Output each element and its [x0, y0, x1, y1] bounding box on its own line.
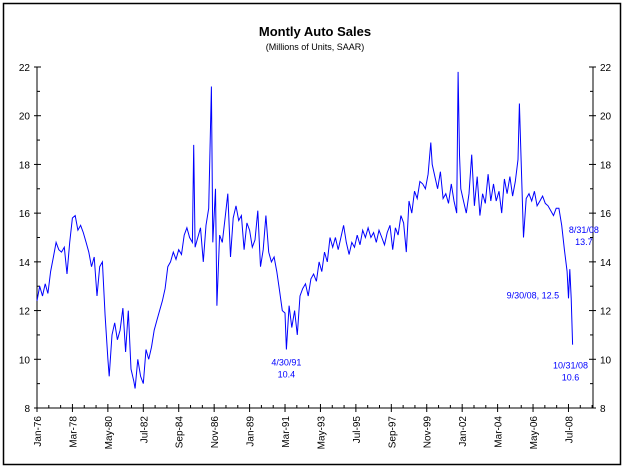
chart-subtitle: (Millions of Units, SAAR) [266, 42, 365, 52]
y-tick-label-left: 10 [19, 355, 31, 366]
data-annotation: 8/31/08 [569, 225, 599, 235]
x-tick-label: Jan-76 [33, 416, 44, 447]
x-tick-label: Sep-97 [387, 416, 398, 449]
data-annotation: 4/30/91 [271, 358, 301, 368]
y-tick-label-right: 10 [600, 355, 612, 366]
y-tick-label-right: 22 [600, 63, 612, 74]
x-tick-label: May-06 [529, 416, 540, 450]
data-annotation: 13.7 [575, 237, 593, 247]
y-tick-label-left: 16 [19, 209, 31, 220]
x-tick-label: Jul-82 [139, 416, 150, 444]
y-tick-label-left: 14 [19, 258, 31, 269]
data-annotation: 10.6 [562, 373, 580, 383]
x-tick-label: Mar-04 [494, 416, 505, 448]
x-tick-label: May-80 [104, 416, 115, 450]
sales-line [36, 71, 574, 389]
x-tick-label: Jan-02 [458, 416, 469, 447]
annotations: 4/30/91 10.4 9/30/08, 12.5 8/31/08 13.7 10/31… [271, 225, 598, 383]
y-tick-label-right: 12 [600, 307, 612, 318]
x-tick-label: Mar-91 [281, 416, 292, 448]
y-tick-label-right: 18 [600, 160, 612, 171]
y-tick-label-left: 8 [24, 404, 30, 415]
data-annotation: 10/31/08 [553, 361, 588, 371]
axes: 8 8 10 10 12 12 14 14 16 16 18 18 20 20 22 22 Jan-76 Mar-… [19, 63, 612, 449]
y-tick-label-left: 12 [19, 307, 31, 318]
chart-frame [2, 2, 622, 466]
y-tick-label-right: 16 [600, 209, 612, 220]
x-tick-label: May-93 [316, 416, 327, 450]
plot-area [36, 71, 574, 389]
x-tick-label: Jul-95 [352, 416, 363, 444]
x-tick-label: Jul-08 [564, 416, 575, 444]
x-tick-label: Sep-84 [175, 416, 186, 449]
x-tick-label: Nov-86 [210, 416, 221, 449]
x-tick-label: Nov-99 [423, 416, 434, 449]
y-tick-label-left: 20 [19, 112, 31, 123]
y-tick-label-right: 20 [600, 112, 612, 123]
chart-title: Montly Auto Sales [259, 24, 371, 39]
y-tick-label-right: 8 [600, 404, 606, 415]
y-tick-label-left: 18 [19, 160, 31, 171]
y-tick-label-left: 22 [19, 63, 31, 74]
data-annotation: 10.4 [278, 370, 296, 380]
x-tick-label: Jan-89 [246, 416, 257, 447]
y-tick-label-right: 14 [600, 258, 612, 269]
data-annotation: 9/30/08, 12.5 [507, 290, 560, 300]
x-tick-label: Mar-78 [68, 416, 79, 448]
